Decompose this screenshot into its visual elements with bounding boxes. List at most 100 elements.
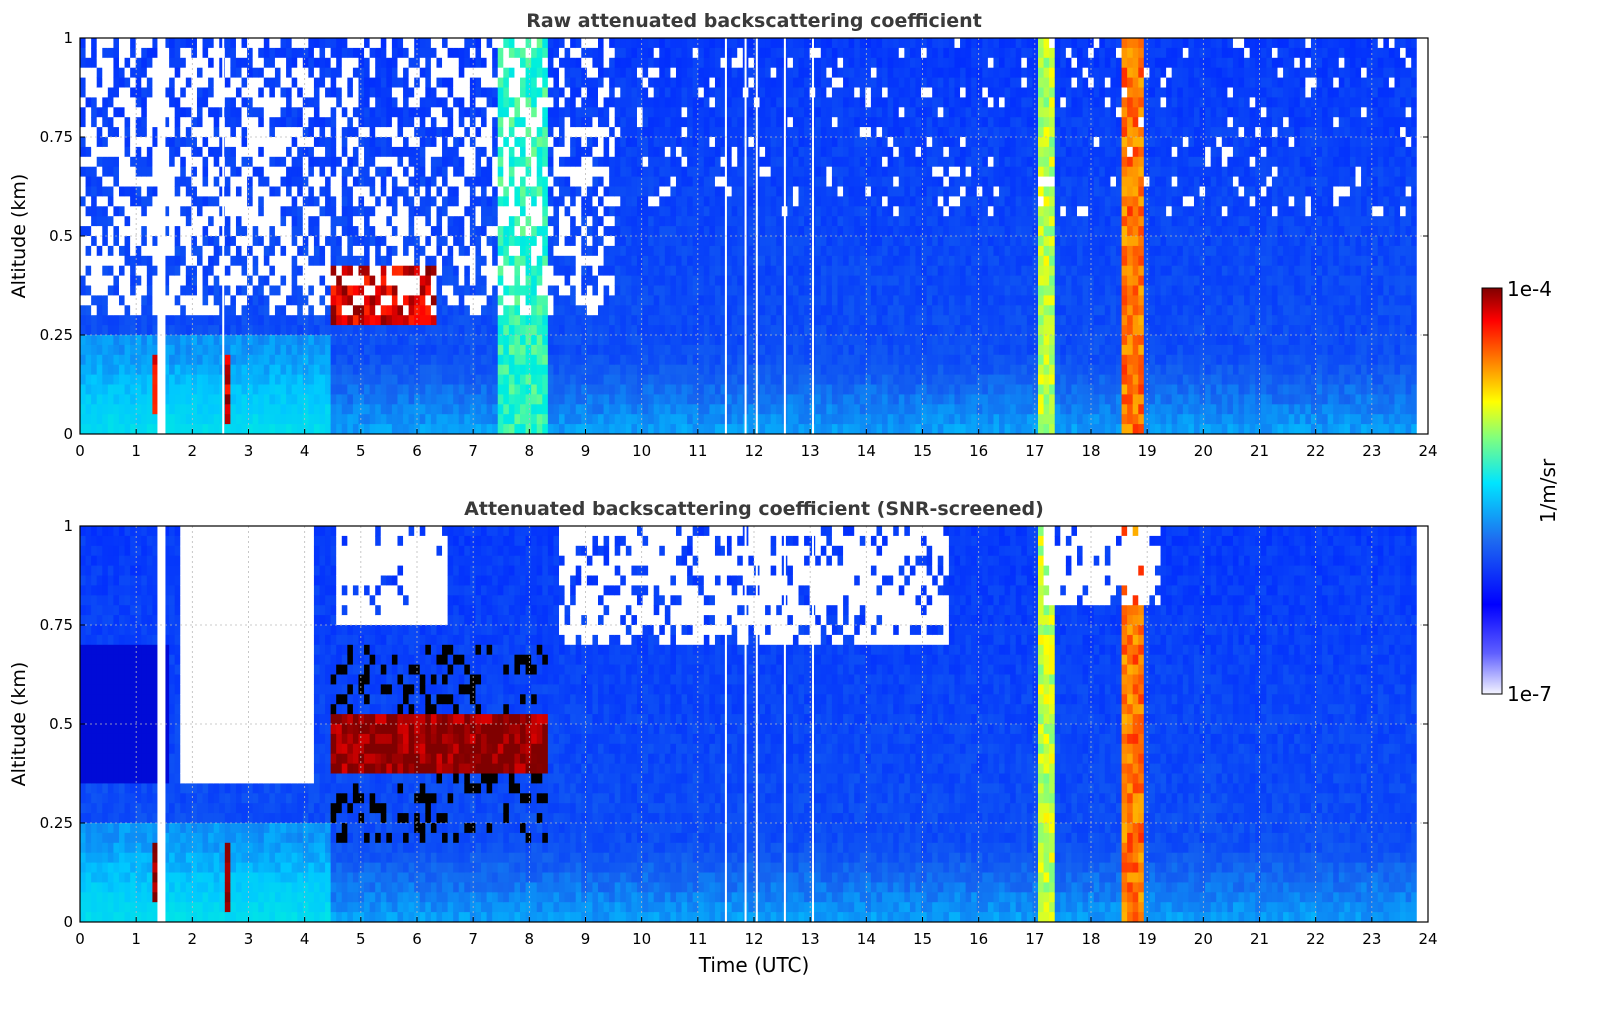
heatmap-cell xyxy=(481,78,487,88)
heatmap-cell xyxy=(481,236,487,246)
heatmap-cell xyxy=(453,394,459,404)
heatmap-cell xyxy=(269,78,275,88)
heatmap-cell xyxy=(353,345,359,355)
heatmap-cell xyxy=(203,226,209,236)
heatmap-cell xyxy=(392,127,398,137)
heatmap-cell xyxy=(559,48,565,58)
heatmap-cell xyxy=(631,295,637,305)
heatmap-cell xyxy=(119,266,125,276)
heatmap-cell xyxy=(169,78,175,88)
heatmap-cell xyxy=(331,335,337,345)
heatmap-cell xyxy=(303,375,309,385)
heatmap-cell xyxy=(704,68,710,78)
heatmap-cell xyxy=(102,38,108,48)
heatmap-cell xyxy=(253,78,259,88)
heatmap-cell xyxy=(403,325,409,335)
heatmap-cell xyxy=(292,394,298,404)
heatmap-cell xyxy=(459,355,465,365)
heatmap-cell xyxy=(108,335,114,345)
heatmap-cell xyxy=(620,335,626,345)
heatmap-cell xyxy=(470,216,476,226)
heatmap-cell xyxy=(487,137,493,147)
heatmap-cell xyxy=(125,206,131,216)
heatmap-cell xyxy=(748,325,754,335)
heatmap-cell xyxy=(609,167,615,177)
heatmap-cell xyxy=(509,295,515,305)
heatmap-cell xyxy=(80,355,86,365)
heatmap-cell xyxy=(464,295,470,305)
heatmap-cell xyxy=(659,404,665,414)
heatmap-cell xyxy=(247,177,253,187)
heatmap-cell xyxy=(559,414,565,424)
heatmap-cell xyxy=(537,335,543,345)
heatmap-cell xyxy=(264,325,270,335)
heatmap-cell xyxy=(643,88,649,98)
heatmap-cell xyxy=(637,157,643,167)
heatmap-cell xyxy=(581,414,587,424)
heatmap-cell xyxy=(342,137,348,147)
heatmap-cell xyxy=(620,88,626,98)
heatmap-cell xyxy=(598,167,604,177)
heatmap-cell xyxy=(704,404,710,414)
heatmap-cell xyxy=(615,58,621,68)
heatmap-cell xyxy=(347,38,353,48)
heatmap-cell xyxy=(91,216,97,226)
heatmap-cell xyxy=(492,216,498,226)
heatmap-cell xyxy=(503,424,509,434)
heatmap-cell xyxy=(275,88,281,98)
heatmap-cell xyxy=(581,246,587,256)
heatmap-cell xyxy=(609,78,615,88)
heatmap-cell xyxy=(587,167,593,177)
heatmap-cell xyxy=(604,48,610,58)
heatmap-cell xyxy=(141,147,147,157)
heatmap-cell xyxy=(698,394,704,404)
heatmap-cell xyxy=(626,216,632,226)
heatmap-cell xyxy=(108,276,114,286)
heatmap-cell xyxy=(453,58,459,68)
heatmap-cell xyxy=(637,147,643,157)
heatmap-cell xyxy=(403,107,409,117)
heatmap-cell xyxy=(230,177,236,187)
heatmap-cell xyxy=(475,315,481,325)
heatmap-cell xyxy=(325,236,331,246)
heatmap-cell xyxy=(676,78,682,88)
heatmap-cell xyxy=(186,196,192,206)
heatmap-cell xyxy=(113,404,119,414)
heatmap-cell xyxy=(113,286,119,296)
heatmap-cell xyxy=(648,305,654,315)
heatmap-cell xyxy=(364,38,370,48)
heatmap-cell xyxy=(386,226,392,236)
heatmap-cell xyxy=(91,147,97,157)
heatmap-cell xyxy=(80,78,86,88)
heatmap-cell xyxy=(487,335,493,345)
heatmap-cell xyxy=(91,127,97,137)
heatmap-cell xyxy=(125,394,131,404)
heatmap-cell xyxy=(771,78,777,88)
heatmap-cell xyxy=(565,117,571,127)
heatmap-cell xyxy=(364,414,370,424)
heatmap-cell xyxy=(631,196,637,206)
heatmap-cell xyxy=(125,107,131,117)
heatmap-cell xyxy=(609,127,615,137)
heatmap-cell xyxy=(542,127,548,137)
heatmap-cell xyxy=(141,246,147,256)
heatmap-cell xyxy=(292,177,298,187)
heatmap-cell xyxy=(565,365,571,375)
heatmap-cell xyxy=(737,246,743,256)
heatmap-cell xyxy=(253,385,259,395)
heatmap-cell xyxy=(592,38,598,48)
heatmap-cell xyxy=(308,305,314,315)
heatmap-cell xyxy=(587,394,593,404)
heatmap-cell xyxy=(487,196,493,206)
heatmap-cell xyxy=(648,385,654,395)
heatmap-cell xyxy=(180,167,186,177)
heatmap-cell xyxy=(760,117,766,127)
heatmap-cell xyxy=(286,236,292,246)
heatmap-cell xyxy=(665,187,671,197)
heatmap-cell xyxy=(130,276,136,286)
heatmap-cell xyxy=(748,375,754,385)
heatmap-cell xyxy=(487,147,493,157)
heatmap-cell xyxy=(682,147,688,157)
heatmap-cell xyxy=(420,404,426,414)
heatmap-cell xyxy=(253,187,259,197)
